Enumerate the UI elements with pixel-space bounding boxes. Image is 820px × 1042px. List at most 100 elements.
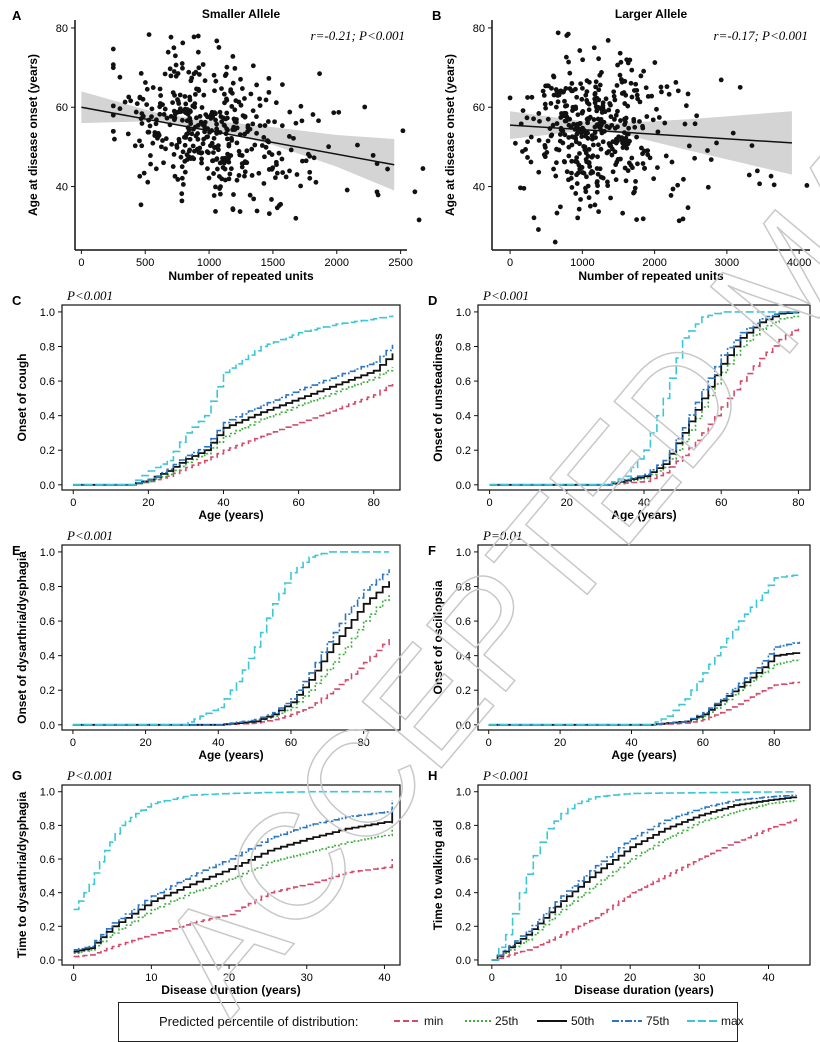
x-axis-label: Disease duration (years) xyxy=(574,983,713,997)
scatter-point xyxy=(257,96,262,102)
scatter-point xyxy=(768,173,774,179)
scatter-point xyxy=(213,117,218,123)
scatter-point xyxy=(134,101,140,107)
legend-box: Predicted percentile of distribution: mi… xyxy=(118,1002,744,1042)
scatter-point xyxy=(122,99,128,105)
scatter-point xyxy=(299,118,305,124)
scatter-point xyxy=(257,123,263,129)
scatter-point xyxy=(605,183,611,189)
scatter-point xyxy=(171,69,177,74)
scatter-point xyxy=(149,114,154,120)
scatter-point xyxy=(269,197,274,202)
x-tick-label: 20 xyxy=(142,497,154,509)
scatter-point xyxy=(229,137,235,143)
x-tick-label: 0 xyxy=(487,497,493,509)
series-line-50th xyxy=(491,796,798,961)
scatter-point xyxy=(615,108,620,114)
legend-swatch-25th xyxy=(465,1020,491,1022)
scatter-point xyxy=(637,119,642,124)
scatter-point xyxy=(141,170,147,176)
scatter-point xyxy=(293,215,299,221)
scatter-point xyxy=(158,144,164,150)
scatter-point xyxy=(804,183,810,188)
scatter-point xyxy=(182,94,188,99)
scatter-point xyxy=(139,111,145,117)
scatter-point xyxy=(149,106,155,112)
y-tick-label: 0.8 xyxy=(40,341,55,353)
scatter-point xyxy=(216,45,222,50)
scatter-point xyxy=(137,138,142,144)
scatter-point xyxy=(232,119,238,124)
panel-letter: H xyxy=(428,768,437,783)
scatter-point xyxy=(160,138,165,143)
scatter-point xyxy=(578,81,584,87)
scatter-point xyxy=(168,73,174,79)
scatter-point xyxy=(331,110,337,116)
y-tick-label: 1.0 xyxy=(40,787,55,799)
legend-label-min: min xyxy=(424,1014,444,1028)
scatter-point xyxy=(564,169,570,175)
scatter-point xyxy=(573,86,578,92)
scatter-point xyxy=(263,97,269,103)
legend-item-75th: 75th xyxy=(612,1014,669,1028)
scatter-point xyxy=(146,32,152,37)
scatter-point xyxy=(622,165,628,171)
scatter-point xyxy=(224,115,230,121)
scatter-point xyxy=(577,48,583,53)
scatter-point xyxy=(236,148,242,154)
scatter-point xyxy=(192,91,198,97)
legend-item-min: min xyxy=(394,1014,443,1028)
scatter-point xyxy=(175,71,181,76)
scatter-point xyxy=(541,152,547,158)
scatter-point xyxy=(266,211,272,217)
scatter-point xyxy=(177,92,183,98)
scatter-point xyxy=(217,109,223,115)
scatter-point xyxy=(157,101,163,106)
x-tick-label: 80 xyxy=(368,497,380,509)
scatter-point xyxy=(565,31,571,37)
scatter-point xyxy=(211,135,217,141)
scatter-point xyxy=(594,108,600,114)
y-tick-label: 0.4 xyxy=(40,651,55,663)
scatter-point xyxy=(208,112,214,118)
scatter-point xyxy=(625,103,631,109)
scatter-point xyxy=(613,177,619,183)
scatter-point xyxy=(618,118,623,123)
scatter-point xyxy=(652,60,658,65)
scatter-point xyxy=(145,179,151,185)
scatter-point xyxy=(219,86,224,92)
scatter-point xyxy=(663,153,669,159)
scatter-point xyxy=(179,175,185,181)
y-tick-label: 0.4 xyxy=(456,888,471,900)
scatter-point xyxy=(571,121,577,127)
x-tick-label: 80 xyxy=(358,737,370,749)
scatter-point xyxy=(600,139,606,145)
scatter-point xyxy=(214,157,219,162)
scatter-point xyxy=(654,106,659,112)
scatter-point xyxy=(640,216,646,222)
scatter-point xyxy=(153,121,159,127)
scatter-point xyxy=(317,71,322,77)
scatter-point xyxy=(176,139,182,145)
scatter-point xyxy=(221,122,227,128)
scatter-point xyxy=(587,203,593,209)
scatter-point xyxy=(293,120,299,126)
scatter-point xyxy=(196,65,202,71)
scatter-point xyxy=(138,70,144,76)
y-axis-label: Onset of cough xyxy=(15,354,29,442)
scatter-point xyxy=(326,144,332,150)
scatter-point xyxy=(592,130,598,136)
scatter-point xyxy=(286,134,292,139)
scatter-point xyxy=(746,172,752,178)
y-tick-label: 60 xyxy=(56,102,68,114)
scatter-point xyxy=(586,101,592,107)
scatter-point xyxy=(273,100,279,106)
scatter-point xyxy=(714,140,719,146)
scatter-point xyxy=(172,173,178,179)
scatter-point xyxy=(645,94,651,99)
scatter-point xyxy=(230,206,236,212)
scatter-point xyxy=(579,85,585,91)
scatter-point xyxy=(634,87,640,93)
panel-b: B Larger Allele r=-0.17; P<0.001 0 1000 2000 3… xyxy=(432,7,811,283)
scatter-point xyxy=(574,131,580,137)
